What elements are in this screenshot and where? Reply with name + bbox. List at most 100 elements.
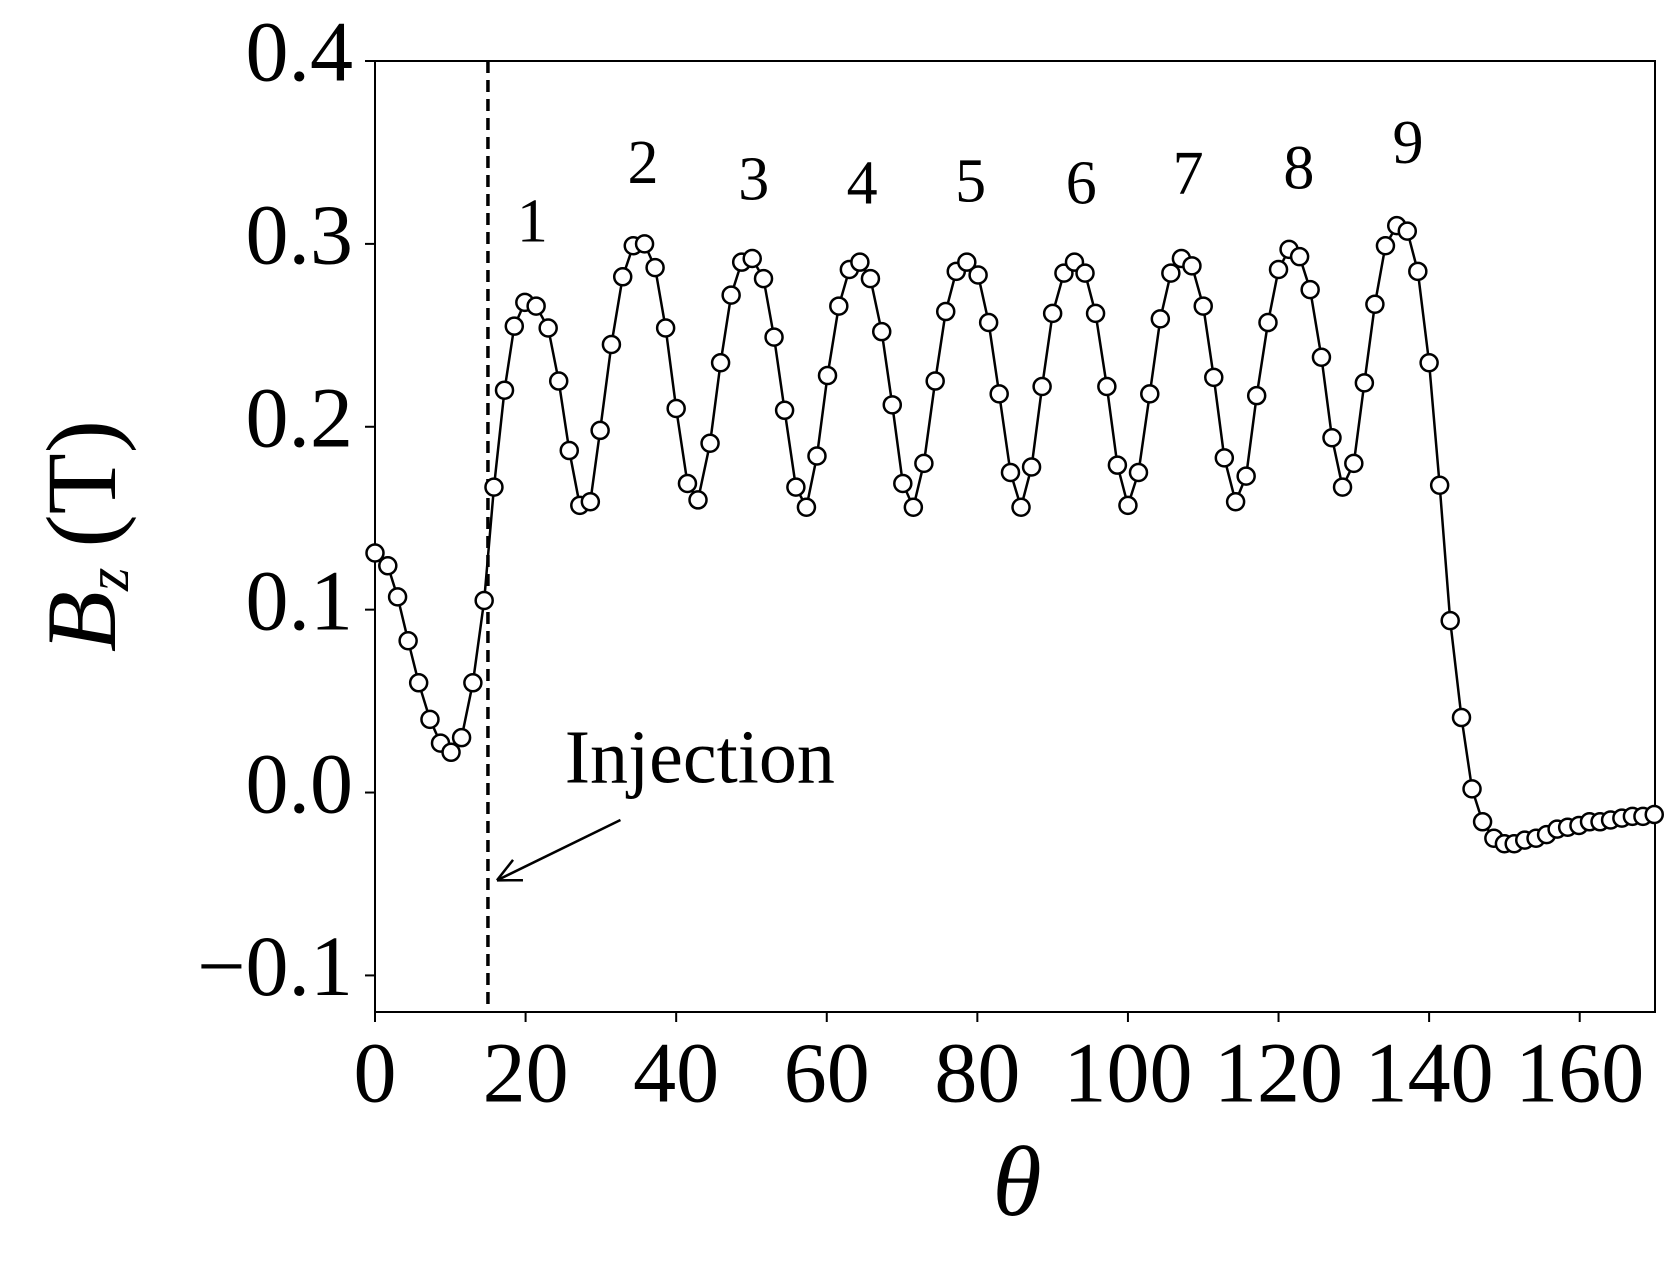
data-point — [903, 497, 924, 517]
data-point — [1182, 256, 1202, 276]
data-point — [1214, 448, 1235, 468]
data-point — [1150, 309, 1171, 329]
data-point — [1300, 279, 1320, 300]
data-point — [786, 477, 806, 497]
data-point — [1021, 457, 1042, 477]
data-point — [494, 380, 515, 400]
x-tick-label: 100 — [1063, 1025, 1192, 1121]
peak-label: 8 — [1283, 135, 1314, 203]
data-point — [1075, 263, 1095, 283]
data-point — [1000, 462, 1021, 483]
y-tick-label: 0.4 — [246, 4, 354, 100]
peak-label: 4 — [847, 149, 878, 217]
peak-label: 7 — [1173, 140, 1204, 208]
y-tick-label: 0.0 — [246, 735, 354, 831]
peak-label: 9 — [1393, 109, 1424, 177]
y-label-subscript: z — [75, 568, 141, 592]
data-point — [1419, 353, 1439, 373]
data-point — [742, 248, 762, 269]
peak-label: 6 — [1066, 149, 1097, 217]
data-point — [387, 587, 408, 607]
x-tick-label: 160 — [1515, 1025, 1644, 1121]
data-point — [1258, 312, 1278, 333]
data-point — [677, 473, 698, 494]
data-point — [1011, 497, 1031, 517]
data-point — [1204, 367, 1224, 388]
peak-label: 5 — [955, 147, 986, 215]
data-point — [1097, 376, 1117, 397]
y-label-symbol: B — [26, 591, 137, 652]
data-point — [1408, 261, 1428, 282]
data-point — [1225, 492, 1246, 512]
data-point — [764, 327, 784, 347]
data-point — [441, 742, 461, 763]
data-point — [1193, 296, 1213, 316]
data-point — [914, 453, 934, 474]
data-point — [1236, 466, 1256, 486]
data-point — [1161, 263, 1181, 283]
x-tick-label: 0 — [354, 1025, 397, 1121]
data-point — [398, 630, 418, 651]
data-point — [829, 296, 849, 316]
x-tick-label: 140 — [1365, 1025, 1494, 1121]
x-tick-label: 80 — [934, 1025, 1020, 1121]
data-point — [645, 257, 665, 278]
peak-label: 1 — [517, 188, 548, 256]
data-point — [978, 312, 999, 333]
data-point — [1644, 804, 1664, 825]
data-point — [504, 316, 525, 336]
data-point — [365, 543, 385, 563]
x-axis-label: θ — [992, 1126, 1041, 1237]
data-point — [666, 398, 686, 419]
data-point — [1032, 376, 1052, 397]
data-point — [1344, 453, 1364, 474]
data-point — [590, 420, 610, 441]
data-point — [1311, 347, 1332, 368]
x-tick-label: 120 — [1214, 1025, 1343, 1121]
data-point — [655, 318, 676, 338]
data-point — [860, 268, 881, 289]
data-point — [1042, 303, 1063, 324]
data-point — [807, 446, 827, 466]
data-point — [1440, 610, 1460, 631]
data-point — [796, 497, 817, 517]
data-point — [634, 234, 655, 254]
y-tick-label: −0.1 — [197, 918, 353, 1014]
data-point — [420, 709, 440, 730]
data-point — [538, 318, 558, 338]
peak-label: 2 — [628, 129, 659, 197]
data-point — [1429, 475, 1450, 496]
data-point — [1451, 707, 1472, 728]
data-point — [1289, 246, 1310, 267]
data-point — [817, 365, 838, 386]
data-point — [463, 673, 483, 693]
data-point — [700, 433, 720, 453]
data-point — [850, 252, 870, 272]
y-tick-label: 0.1 — [246, 552, 354, 648]
data-point — [474, 590, 494, 611]
data-point — [710, 353, 731, 373]
data-point — [1397, 221, 1418, 241]
data-point — [1246, 385, 1267, 406]
x-tick-label: 60 — [784, 1025, 870, 1121]
data-point — [548, 371, 569, 391]
data-point — [925, 371, 945, 391]
arrow-head — [495, 859, 515, 882]
data-point — [559, 440, 580, 461]
data-point — [1268, 259, 1289, 280]
y-tick-label: 0.3 — [246, 187, 354, 283]
data-point — [601, 334, 622, 355]
peak-label: 3 — [738, 146, 769, 214]
annotation-text: Injection — [565, 716, 835, 800]
x-tick-label: 40 — [633, 1025, 719, 1121]
data-point — [893, 473, 913, 494]
data-point — [526, 296, 546, 316]
data-point — [871, 321, 892, 342]
data-point — [1462, 779, 1482, 799]
data-point — [1472, 812, 1493, 832]
data-point — [1128, 462, 1149, 483]
y-label-unit: (T) — [26, 420, 137, 548]
plot-frame — [374, 60, 1656, 1013]
data-point — [484, 477, 504, 497]
